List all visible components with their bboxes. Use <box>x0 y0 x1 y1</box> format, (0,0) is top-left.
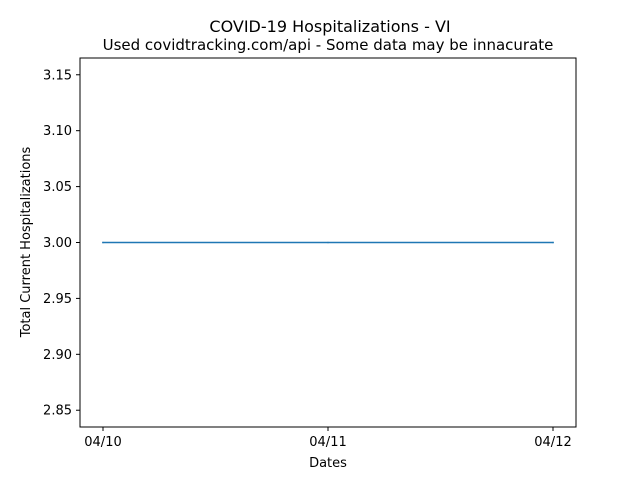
y-tick-label: 3.00 <box>43 236 72 251</box>
x-axis-label: Dates <box>309 456 347 471</box>
y-tick-label: 2.90 <box>43 348 72 363</box>
y-tick-label: 2.85 <box>43 404 72 419</box>
plot-frame <box>79 57 577 428</box>
data-point <box>327 241 329 244</box>
data-point <box>552 241 554 244</box>
y-tick-label: 3.10 <box>43 124 72 139</box>
chart-title: COVID-19 Hospitalizations - VI <box>209 17 450 36</box>
data-point <box>102 241 104 244</box>
x-tick-label: 04/11 <box>309 435 346 450</box>
y-axis-label: Total Current Hospitalizations <box>19 146 34 338</box>
axes-layer: 04/10 04/11 04/12 2.85 2.90 2.95 3.00 3.05 3.10 3… <box>43 68 572 450</box>
y-tick-label: 3.15 <box>43 68 72 83</box>
chart-subtitle: Used covidtracking.com/api - Some data m… <box>103 36 554 54</box>
x-tick-label: 04/10 <box>84 435 121 450</box>
data-layer <box>102 241 554 244</box>
x-tick-label: 04/12 <box>534 435 571 450</box>
plot-area: 04/10 04/11 04/12 2.85 2.90 2.95 3.00 3.05 3.10 3… <box>43 57 577 450</box>
y-tick-label: 2.95 <box>43 292 72 307</box>
y-tick-label: 3.05 <box>43 180 72 195</box>
